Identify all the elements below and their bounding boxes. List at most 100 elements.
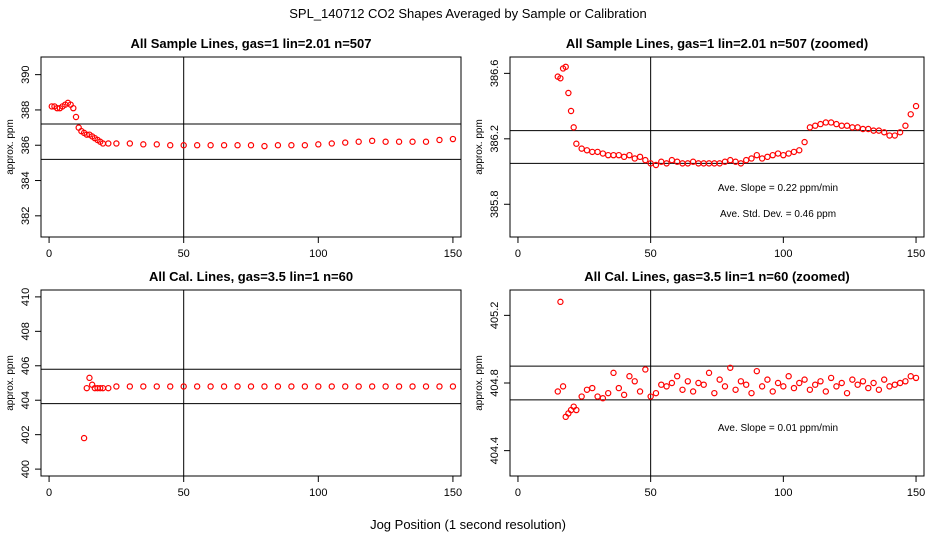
y-tick-label: 405.2	[489, 302, 501, 330]
x-tick-label: 150	[444, 248, 462, 260]
data-point	[180, 142, 187, 149]
data-point	[843, 389, 851, 397]
data-point	[668, 379, 676, 387]
data-point	[902, 378, 909, 385]
data-point	[220, 142, 228, 149]
data-point	[854, 381, 861, 388]
data-point	[557, 75, 564, 82]
data-point	[562, 63, 569, 71]
data-point	[573, 406, 580, 414]
data-point	[663, 383, 670, 390]
data-point	[395, 138, 403, 145]
data-point	[80, 434, 88, 442]
data-point	[838, 379, 845, 387]
data-point	[368, 137, 376, 145]
data-point	[315, 383, 322, 390]
x-tick-label: 150	[907, 487, 925, 499]
data-point	[790, 148, 798, 156]
data-point	[912, 102, 920, 110]
data-point	[705, 369, 713, 377]
data-point	[780, 383, 787, 390]
data-point	[193, 142, 201, 149]
data-point	[721, 383, 729, 390]
data-point	[827, 119, 835, 126]
data-point	[833, 383, 840, 390]
data-point	[355, 138, 362, 145]
figure-title: SPL_140712 CO2 Shapes Averaged by Sample…	[289, 6, 647, 21]
data-point	[769, 388, 776, 395]
data-point	[758, 155, 766, 162]
data-point	[53, 104, 61, 112]
data-point	[589, 148, 596, 156]
data-point	[105, 140, 112, 147]
data-point	[589, 384, 596, 392]
data-point	[758, 383, 766, 390]
data-point	[801, 376, 808, 383]
plot-frame	[509, 289, 925, 477]
x-tick-label: 0	[515, 248, 521, 260]
data-point	[912, 374, 920, 382]
data-point	[113, 383, 120, 390]
panel-title: All Cal. Lines, gas=3.5 lin=1 n=60 (zoom…	[584, 269, 850, 284]
data-point	[695, 379, 702, 387]
data-point	[811, 122, 819, 129]
plot-frame	[40, 289, 462, 477]
data-point	[342, 383, 349, 390]
data-point	[785, 373, 792, 380]
data-point	[796, 379, 803, 387]
y-axis-label: approx. ppm	[5, 119, 16, 175]
data-point	[774, 379, 782, 387]
data-point	[328, 383, 335, 390]
data-point	[594, 393, 601, 400]
data-point	[801, 138, 808, 146]
data-point	[436, 383, 443, 390]
data-point	[774, 150, 782, 157]
x-tick-label: 50	[645, 487, 657, 499]
data-point	[870, 379, 877, 387]
x-tick-label: 50	[645, 248, 657, 260]
data-point	[610, 369, 617, 377]
data-point	[449, 383, 457, 390]
data-point	[806, 386, 814, 393]
data-point	[180, 383, 187, 390]
x-tick-label: 100	[309, 248, 327, 260]
data-point	[570, 124, 577, 131]
data-point	[153, 141, 160, 148]
data-point	[796, 147, 803, 154]
data-point	[583, 147, 591, 154]
data-point	[790, 384, 798, 392]
data-point	[880, 129, 888, 136]
data-point	[422, 138, 430, 145]
x-tick-label: 0	[515, 487, 521, 499]
panel-title: All Sample Lines, gas=1 lin=2.01 n=507	[131, 36, 372, 51]
data-point	[315, 141, 322, 148]
data-point	[247, 142, 255, 149]
data-point	[288, 383, 295, 390]
data-point	[636, 153, 644, 161]
data-point	[817, 378, 824, 385]
data-point	[140, 383, 147, 390]
data-point	[599, 395, 607, 402]
data-point	[395, 383, 403, 390]
data-point	[668, 156, 676, 164]
data-point	[409, 383, 416, 390]
x-tick-label: 100	[774, 487, 792, 499]
data-point	[896, 379, 904, 387]
data-point	[626, 373, 633, 380]
data-point	[865, 384, 872, 392]
data-point	[727, 156, 734, 164]
x-tick-label: 50	[178, 248, 190, 260]
y-tick-label: 388	[20, 101, 32, 119]
data-point	[557, 298, 564, 306]
data-point	[854, 124, 861, 131]
data-point	[301, 383, 309, 390]
data-point	[578, 393, 585, 400]
data-point	[97, 384, 104, 392]
data-point	[615, 384, 623, 392]
data-point	[684, 378, 692, 385]
data-point	[355, 383, 362, 390]
plot-frame	[509, 56, 925, 238]
data-point	[113, 140, 120, 147]
y-tick-label: 410	[20, 288, 32, 306]
data-point	[737, 378, 745, 385]
